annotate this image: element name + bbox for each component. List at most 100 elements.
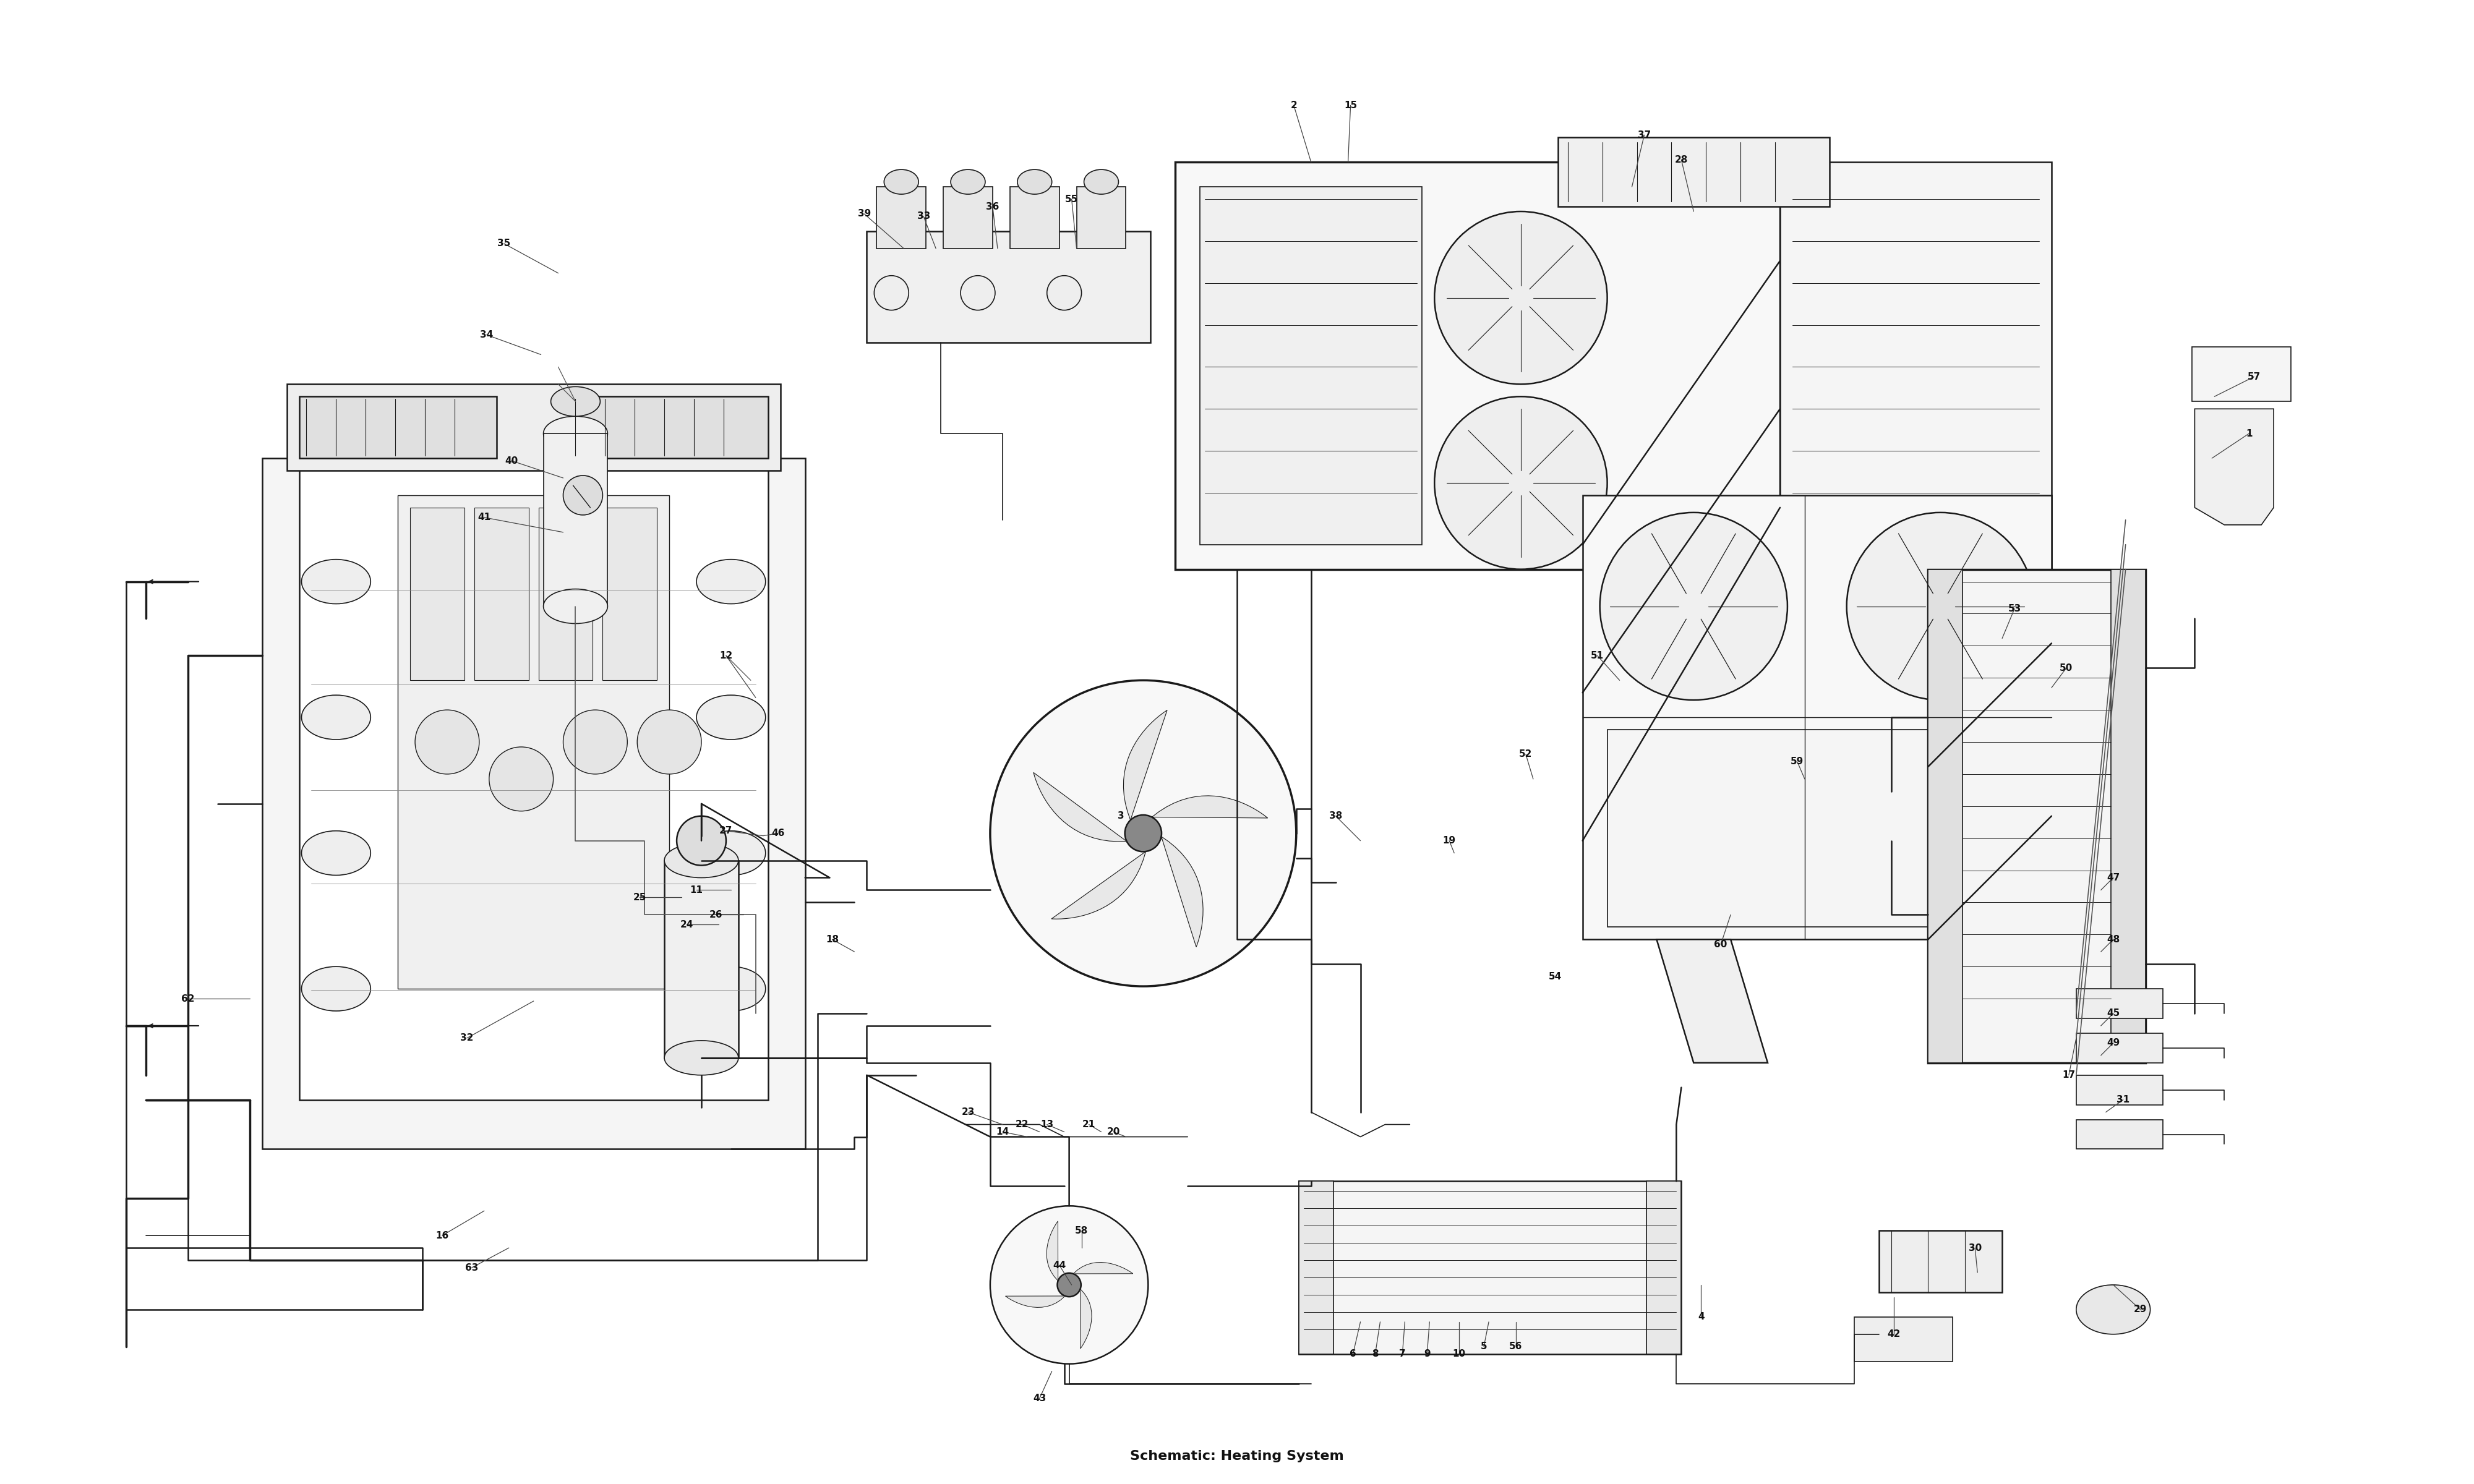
Text: 15: 15 xyxy=(1343,101,1358,110)
Polygon shape xyxy=(1047,1221,1059,1281)
Bar xyxy=(544,433,609,607)
Ellipse shape xyxy=(698,831,764,876)
Text: 34: 34 xyxy=(480,331,492,340)
Ellipse shape xyxy=(698,695,764,739)
Text: 32: 32 xyxy=(460,1033,473,1043)
Text: 11: 11 xyxy=(690,886,703,895)
Text: 63: 63 xyxy=(465,1263,477,1272)
Bar xyxy=(1927,570,2145,1063)
Bar xyxy=(943,187,992,248)
Ellipse shape xyxy=(698,966,764,1011)
Bar xyxy=(1076,187,1126,248)
Ellipse shape xyxy=(950,169,985,194)
Circle shape xyxy=(1047,276,1081,310)
Circle shape xyxy=(564,709,628,775)
Circle shape xyxy=(990,680,1296,987)
Text: 28: 28 xyxy=(1675,154,1687,165)
Text: 57: 57 xyxy=(2246,372,2261,381)
Polygon shape xyxy=(1081,1290,1091,1349)
Text: 20: 20 xyxy=(1106,1128,1121,1137)
Text: 36: 36 xyxy=(987,202,999,211)
Text: 6: 6 xyxy=(1351,1349,1356,1359)
Text: 12: 12 xyxy=(720,651,732,660)
Text: 17: 17 xyxy=(2063,1070,2076,1080)
Bar xyxy=(1608,730,2026,927)
Circle shape xyxy=(1056,1273,1081,1297)
Polygon shape xyxy=(1034,773,1126,841)
Bar xyxy=(866,232,1150,343)
Bar xyxy=(287,384,779,470)
Text: 41: 41 xyxy=(477,513,490,522)
Bar xyxy=(1648,1181,1682,1353)
Text: 38: 38 xyxy=(1329,812,1343,821)
Ellipse shape xyxy=(2076,1285,2150,1334)
Text: 22: 22 xyxy=(1017,1120,1029,1129)
Text: 21: 21 xyxy=(1081,1120,1096,1129)
Text: 13: 13 xyxy=(1042,1120,1054,1129)
Ellipse shape xyxy=(698,559,764,604)
Circle shape xyxy=(960,276,995,310)
Text: 52: 52 xyxy=(1519,749,1531,758)
Bar xyxy=(666,861,737,1058)
Text: 16: 16 xyxy=(435,1230,448,1241)
Bar xyxy=(1299,1181,1333,1353)
Text: 40: 40 xyxy=(505,456,517,466)
Text: 31: 31 xyxy=(2118,1095,2130,1104)
Ellipse shape xyxy=(666,1040,737,1074)
Bar xyxy=(1009,187,1059,248)
Polygon shape xyxy=(1004,1296,1066,1307)
Polygon shape xyxy=(1153,795,1267,818)
Text: 50: 50 xyxy=(2061,663,2073,672)
Bar xyxy=(398,496,670,988)
Bar xyxy=(1927,570,1962,1063)
Text: 2: 2 xyxy=(1291,101,1296,110)
Text: 44: 44 xyxy=(1054,1260,1066,1270)
Text: 10: 10 xyxy=(1452,1349,1465,1359)
Bar xyxy=(1200,187,1423,545)
Text: 37: 37 xyxy=(1638,131,1650,139)
Bar xyxy=(1299,1181,1682,1353)
Bar xyxy=(876,187,925,248)
Text: 27: 27 xyxy=(720,827,732,835)
Text: 18: 18 xyxy=(826,935,839,944)
Circle shape xyxy=(564,475,604,515)
Circle shape xyxy=(990,1206,1148,1364)
Text: 14: 14 xyxy=(997,1128,1009,1137)
Text: 45: 45 xyxy=(2108,1009,2120,1018)
Ellipse shape xyxy=(883,169,918,194)
Bar xyxy=(1779,162,2051,570)
Bar xyxy=(1559,138,1828,206)
Text: Schematic: Heating System: Schematic: Heating System xyxy=(1131,1450,1343,1463)
Ellipse shape xyxy=(544,417,609,451)
Text: 60: 60 xyxy=(1714,939,1727,948)
Bar xyxy=(1175,162,1779,570)
Text: 58: 58 xyxy=(1074,1226,1089,1235)
Polygon shape xyxy=(1160,837,1202,947)
Text: 39: 39 xyxy=(858,209,871,218)
Text: 35: 35 xyxy=(497,239,510,248)
Text: 46: 46 xyxy=(772,828,784,838)
Circle shape xyxy=(1435,396,1608,570)
Text: 48: 48 xyxy=(2108,935,2120,944)
Text: 54: 54 xyxy=(1549,972,1561,981)
Text: 49: 49 xyxy=(2108,1039,2120,1048)
Ellipse shape xyxy=(666,843,737,877)
Circle shape xyxy=(1435,211,1608,384)
Bar xyxy=(2076,1074,2162,1104)
Text: 4: 4 xyxy=(1697,1312,1705,1322)
Circle shape xyxy=(873,276,908,310)
Ellipse shape xyxy=(544,589,609,623)
Text: 5: 5 xyxy=(1479,1342,1487,1352)
Text: 29: 29 xyxy=(2133,1304,2147,1315)
Text: 53: 53 xyxy=(2009,604,2021,613)
Text: 8: 8 xyxy=(1373,1349,1378,1359)
Text: 7: 7 xyxy=(1400,1349,1405,1359)
Bar xyxy=(1878,1230,2001,1293)
Text: 56: 56 xyxy=(1509,1342,1522,1352)
Text: 42: 42 xyxy=(1888,1330,1900,1339)
Text: 1: 1 xyxy=(2246,429,2251,438)
Polygon shape xyxy=(1051,852,1145,919)
Ellipse shape xyxy=(1084,169,1118,194)
Bar xyxy=(2110,570,2145,1063)
Bar xyxy=(299,396,497,459)
